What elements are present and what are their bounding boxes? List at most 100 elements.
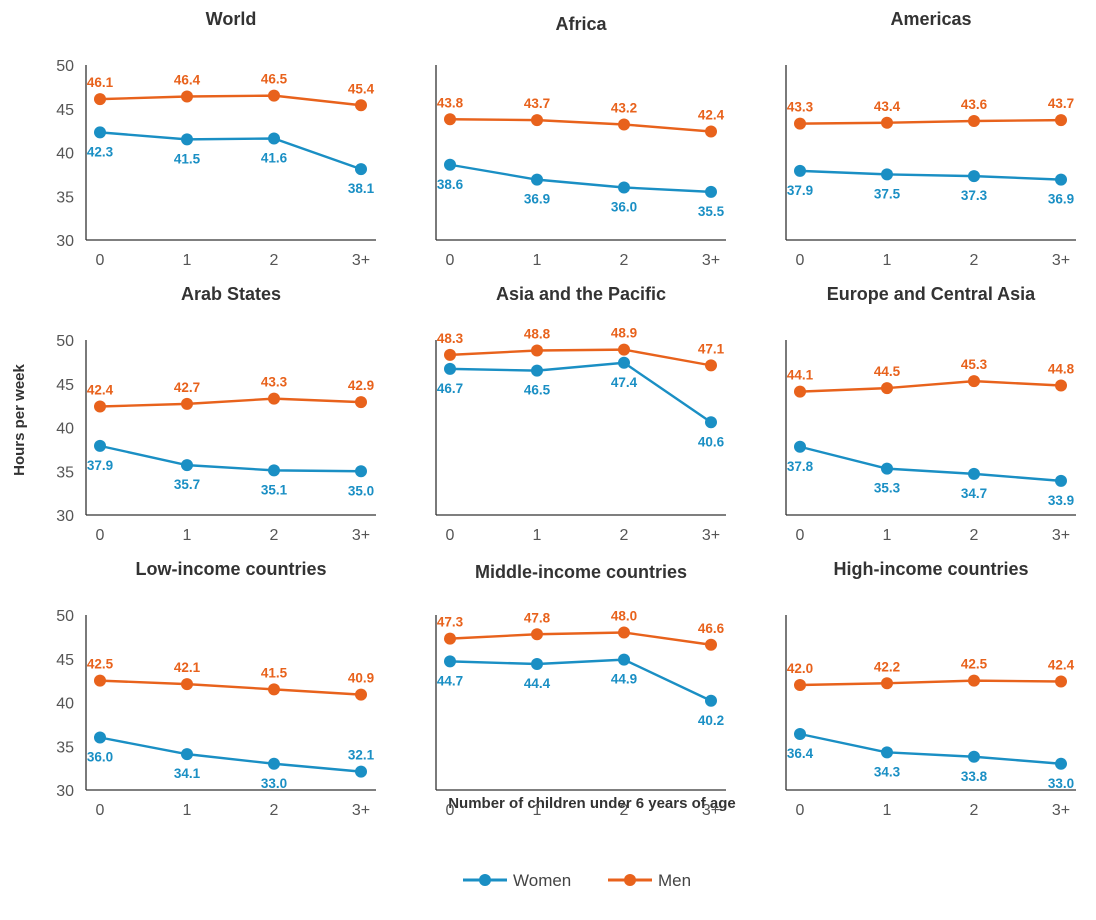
data-point-men bbox=[531, 344, 543, 357]
data-label-men: 43.7 bbox=[1048, 96, 1074, 111]
data-point-women bbox=[881, 462, 893, 475]
x-tick-label: 1 bbox=[183, 802, 192, 819]
panel-africa: Africa 0 1 2 3+ 38.6 36.9 36.0 35.5 43.8 43.7 43.2 4… bbox=[435, 14, 726, 269]
data-label-women: 35.3 bbox=[874, 481, 901, 496]
data-label-men: 45.4 bbox=[348, 81, 375, 96]
data-label-men: 42.0 bbox=[787, 661, 813, 676]
series-line-men bbox=[449, 631, 712, 646]
data-point-women bbox=[968, 467, 980, 480]
data-label-men: 42.1 bbox=[174, 660, 201, 675]
data-label-men: 42.7 bbox=[174, 380, 200, 395]
data-label-men: 43.3 bbox=[261, 375, 288, 390]
x-tick-label: 1 bbox=[183, 252, 192, 269]
x-tick-label: 3+ bbox=[352, 252, 370, 269]
data-point-men bbox=[705, 359, 717, 372]
legend-marker-women bbox=[479, 874, 491, 886]
series-line-women bbox=[799, 445, 1062, 483]
data-point-women bbox=[1055, 757, 1067, 770]
data-label-men: 43.3 bbox=[787, 100, 814, 115]
x-tick-label: 0 bbox=[796, 802, 805, 819]
data-label-men: 46.4 bbox=[174, 73, 201, 88]
y-axis-title: Hours per week bbox=[11, 363, 28, 475]
legend-item-women: Women bbox=[463, 871, 571, 890]
data-label-men: 48.9 bbox=[611, 326, 637, 341]
series-line-women bbox=[449, 163, 712, 194]
data-point-men bbox=[618, 118, 630, 131]
data-point-men bbox=[181, 678, 193, 691]
data-point-men bbox=[531, 114, 543, 127]
panel-title: World bbox=[206, 9, 257, 29]
legend-item-men: Men bbox=[608, 871, 691, 890]
y-tick-label: 40 bbox=[56, 696, 74, 713]
data-label-men: 46.5 bbox=[261, 72, 288, 87]
series-line-women bbox=[99, 736, 362, 773]
x-tick-label: 2 bbox=[270, 252, 279, 269]
data-point-women bbox=[444, 158, 456, 171]
data-label-men: 47.8 bbox=[524, 610, 551, 625]
x-tick-label: 2 bbox=[270, 802, 279, 819]
data-point-women bbox=[181, 748, 193, 761]
x-tick-label: 2 bbox=[270, 527, 279, 544]
legend-label-men: Men bbox=[658, 871, 691, 890]
panel-title: Middle-income countries bbox=[475, 562, 687, 582]
data-label-men: 43.2 bbox=[611, 101, 637, 116]
data-point-women bbox=[268, 132, 280, 145]
x-tick-label: 1 bbox=[533, 802, 542, 819]
data-point-women bbox=[268, 757, 280, 770]
data-point-women bbox=[531, 364, 543, 377]
data-point-women bbox=[968, 750, 980, 763]
x-tick-label: 3+ bbox=[702, 527, 720, 544]
x-tick-label: 2 bbox=[970, 527, 979, 544]
data-label-men: 47.1 bbox=[698, 341, 725, 356]
series-line-men bbox=[99, 94, 362, 107]
x-axis-title: Number of children under 6 years of age bbox=[448, 795, 736, 812]
x-tick-label: 1 bbox=[883, 527, 892, 544]
data-label-men: 45.3 bbox=[961, 357, 988, 372]
data-label-women: 37.3 bbox=[961, 188, 988, 203]
data-label-men: 42.5 bbox=[87, 657, 114, 672]
legend: Women Men bbox=[463, 871, 691, 890]
panel-title: Low-income countries bbox=[135, 559, 326, 579]
data-point-women bbox=[705, 185, 717, 198]
data-label-women: 37.8 bbox=[787, 459, 814, 474]
data-label-men: 44.1 bbox=[787, 368, 814, 383]
data-label-women: 35.7 bbox=[174, 477, 200, 492]
data-point-women bbox=[355, 163, 367, 176]
y-tick-label: 35 bbox=[56, 189, 74, 206]
data-point-men bbox=[1055, 114, 1067, 127]
data-label-men: 42.4 bbox=[698, 108, 725, 123]
series-line-men bbox=[99, 679, 362, 696]
data-point-men bbox=[881, 116, 893, 129]
data-label-women: 34.1 bbox=[174, 766, 201, 781]
data-label-women: 33.0 bbox=[261, 776, 287, 791]
data-label-men: 40.9 bbox=[348, 671, 374, 686]
data-point-women bbox=[618, 181, 630, 194]
data-point-men bbox=[355, 99, 367, 112]
data-label-women: 40.2 bbox=[698, 713, 724, 728]
data-point-men bbox=[94, 93, 106, 106]
x-tick-label: 3+ bbox=[702, 802, 720, 819]
data-point-men bbox=[94, 400, 106, 413]
data-point-women bbox=[355, 465, 367, 478]
y-tick-label: 40 bbox=[56, 146, 74, 163]
y-tick-label: 50 bbox=[56, 608, 74, 625]
x-tick-label: 0 bbox=[96, 252, 105, 269]
data-point-women bbox=[794, 728, 806, 740]
panel-title: Africa bbox=[555, 14, 607, 34]
data-point-men bbox=[1055, 675, 1067, 688]
data-label-women: 33.8 bbox=[961, 769, 988, 784]
series-line-women bbox=[799, 732, 1062, 765]
panel-world: World 30 35 40 45 50 0 1 2 3+ 42.3 41.5 41.6 38.1 46.1… bbox=[56, 9, 376, 269]
data-point-women bbox=[1055, 173, 1067, 186]
x-tick-label: 0 bbox=[96, 802, 105, 819]
data-point-women bbox=[268, 464, 280, 477]
data-point-women bbox=[444, 362, 456, 375]
legend-marker-men bbox=[624, 874, 636, 886]
data-point-men bbox=[444, 632, 456, 645]
data-label-women: 36.9 bbox=[524, 192, 550, 207]
data-label-women: 42.3 bbox=[87, 144, 114, 159]
data-point-women bbox=[94, 439, 106, 452]
panel-title: Europe and Central Asia bbox=[827, 284, 1036, 304]
data-label-women: 46.5 bbox=[524, 383, 551, 398]
